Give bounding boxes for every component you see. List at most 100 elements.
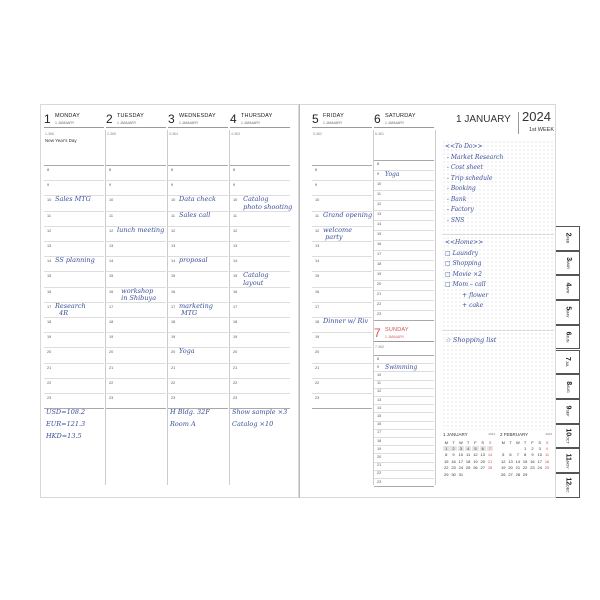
hour-line [230,347,290,349]
month-tab-oct[interactable]: 10OCT [556,423,580,449]
day-count: 1-366 [45,132,54,136]
calendar-day: 31 [458,471,464,477]
hour-label: 15 [377,413,382,418]
column-divider [435,130,436,485]
hour-line [168,377,228,379]
calendar-day: 3 [457,446,465,451]
hour-line [168,362,228,364]
hour-label: 22 [109,380,114,385]
day-name: THURSDAY [241,113,273,119]
hour-line [106,347,166,349]
month-tab-nov[interactable]: 11NOV [556,448,580,473]
hour-label: 9 [171,183,174,188]
month-tab-sep[interactable]: 9SEP [556,398,580,424]
hour-label: 15 [47,274,52,279]
hour-line [168,393,228,394]
weekday-label: T [523,440,527,445]
month-tab-jul[interactable]: 7JUL [556,349,580,375]
hour-label: 22 [377,471,382,476]
day-number: 7 [374,326,381,340]
month-tab-mar[interactable]: 3MAR [556,250,580,276]
hour-line [106,256,166,258]
day-header: 1 MONDAY 1 JANUARY [44,112,104,128]
hour-line [312,225,372,227]
hour-label: 19 [171,335,176,340]
hour-label: 21 [109,365,114,370]
schedule-entry: Swimming [385,363,418,371]
hour-line [230,271,290,273]
hour-label: 8 [47,168,50,172]
calendar-day: 6 [479,446,486,451]
hour-line [168,210,228,212]
calendar-day: 29 [522,471,528,477]
month-tab-apr[interactable]: 4APR [556,275,580,301]
hour-line [374,190,434,191]
hour-line [230,317,290,318]
weekday-label: T [452,440,455,445]
month-tab-aug[interactable]: 8AUG [556,374,580,399]
day-memo: USD=108.2 EUR=121.3 HKD=13.5 [46,408,86,440]
tab-month: JUL [565,360,570,367]
hour-label: 13 [171,244,176,248]
hour-label: 9 [47,183,50,188]
binding-fold [299,104,300,498]
hour-line [374,210,434,211]
calendar-day: 11 [466,452,471,458]
calendar-day: 5 [502,452,505,458]
month-tab-feb[interactable]: 2FEB [556,226,580,251]
holiday-label: New Year's Day [45,138,77,143]
hour-label: 8 [377,161,380,166]
hour-label: 17 [377,251,382,256]
hour-label: 17 [109,304,114,309]
hour-line [44,393,104,394]
calendar-day: 13 [508,458,513,464]
column-divider [373,130,374,485]
hour-label: 23 [47,396,52,400]
hour-line [106,180,166,182]
hour-label: 22 [233,380,238,385]
calendar-day: 9 [452,452,455,458]
calendar-day: 8 [524,452,527,458]
month-tab-dec[interactable]: 12DEC [556,473,580,498]
hour-label: 9 [315,183,318,188]
tab-number: 8 [564,380,572,385]
month-tab-may[interactable]: 5MAY [556,300,580,325]
calendar-day: 21 [515,465,521,471]
weekday-label: S [545,440,549,445]
calendar-day: 15 [444,458,449,464]
hour-line [106,165,166,166]
hour-label: 19 [377,271,382,276]
calendar-day: 24 [537,465,542,471]
hour-line [168,347,228,349]
schedule-entry: Data check [179,195,216,204]
hour-line [230,241,290,242]
calendar-day: 4 [545,446,549,451]
hour-label: 23 [377,311,382,316]
calendar-day: 25 [544,465,550,471]
calendar-day: 2 [531,446,534,451]
hour-line [168,332,228,334]
hour-line [374,170,434,171]
day-count: 6-361 [375,132,384,136]
tab-label: 10OCT [564,428,572,443]
weekday-label: W [458,440,463,445]
hour-label: 13 [47,244,52,248]
hour-label: 18 [47,320,52,324]
week-year: 2024 [522,109,551,124]
hour-line [168,195,228,197]
hour-line [374,445,434,447]
hour-line [106,195,166,197]
hour-label: 12 [377,201,382,206]
hour-label: 16 [377,422,382,427]
day-name: MONDAY [55,113,80,119]
schedule-entry: Dinner w/ Riv [323,317,369,325]
calendar-day: 19 [473,458,478,464]
calendar-day: 8 [445,452,448,458]
calendar-day: 29 [444,471,449,477]
hour-label: 22 [377,301,382,306]
mini-calendar-year: 2024 [545,432,552,436]
hour-line [230,362,290,364]
hour-label: 14 [109,259,114,264]
month-tab-jun[interactable]: 6JUN [556,324,580,350]
hour-label: 11 [233,213,237,218]
